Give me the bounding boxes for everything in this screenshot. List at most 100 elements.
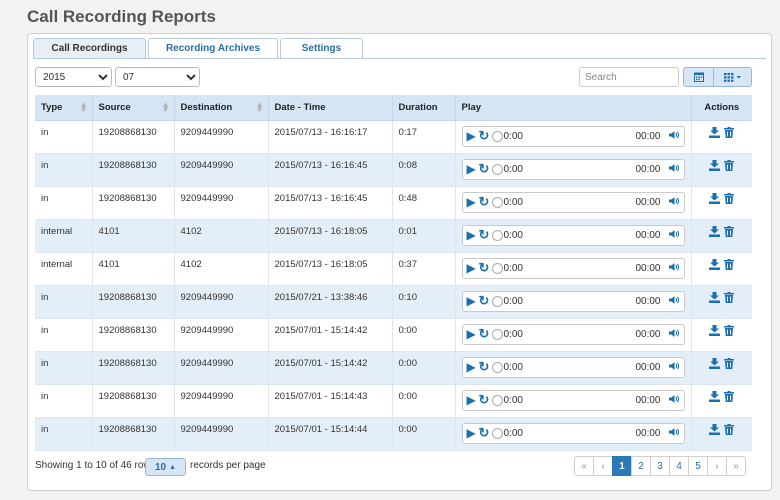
play-icon[interactable]: ▶ — [466, 393, 476, 407]
total-time: 00:00 — [635, 361, 661, 373]
replay-icon[interactable]: ↻ — [478, 425, 490, 440]
play-icon[interactable]: ▶ — [466, 261, 476, 275]
page-button[interactable]: 5 — [688, 456, 708, 476]
seek-slider[interactable] — [491, 163, 503, 175]
column-header-play: Play — [455, 95, 692, 121]
current-time: 0:00 — [503, 130, 523, 142]
trash-icon[interactable] — [724, 159, 735, 174]
volume-icon[interactable] — [668, 393, 680, 407]
cell-duration: 0:10 — [392, 285, 456, 319]
trash-icon[interactable] — [724, 357, 735, 372]
tab-call-recordings[interactable]: Call Recordings — [33, 38, 146, 58]
column-header-destination[interactable]: Destination ▲ ▼ — [174, 95, 269, 121]
seek-slider[interactable] — [491, 262, 503, 274]
trash-icon[interactable] — [724, 423, 735, 438]
replay-icon[interactable]: ↻ — [478, 326, 490, 341]
replay-icon[interactable]: ↻ — [478, 260, 490, 275]
replay-icon[interactable]: ↻ — [478, 194, 490, 209]
cell-play: ▶ ↻ 0:00 00:00 — [455, 351, 692, 385]
column-header-source[interactable]: Source ▲ ▼ — [92, 95, 175, 121]
cell-destination: 4102 — [174, 219, 269, 253]
trash-icon[interactable] — [724, 225, 735, 240]
download-icon[interactable] — [709, 324, 721, 339]
play-icon[interactable]: ▶ — [466, 162, 476, 176]
search-input[interactable] — [579, 67, 679, 87]
column-toggle-button[interactable] — [713, 67, 752, 87]
page-nav-button[interactable]: » — [726, 456, 746, 476]
calendar-view-button[interactable] — [683, 67, 714, 87]
per-page-button[interactable]: 10 ▲ — [145, 458, 186, 476]
year-select[interactable]: 2015 — [35, 67, 112, 87]
column-header-duration[interactable]: Duration — [392, 95, 456, 121]
trash-icon[interactable] — [724, 291, 735, 306]
tab-settings[interactable]: Settings — [280, 38, 363, 58]
page-nav-button[interactable]: « — [574, 456, 594, 476]
month-select[interactable]: 07 — [115, 67, 200, 87]
table-body: in 19208868130 9209449990 2015/07/13 - 16:1… — [35, 120, 752, 451]
volume-icon[interactable] — [668, 228, 680, 242]
cell-type: in — [35, 120, 93, 154]
table-row: in 19208868130 9209449990 2015/07/01 - 15:1… — [35, 351, 752, 385]
volume-icon[interactable] — [668, 360, 680, 374]
replay-icon[interactable]: ↻ — [478, 227, 490, 242]
download-icon[interactable] — [709, 192, 721, 207]
trash-icon[interactable] — [724, 324, 735, 339]
per-page-value: 10 — [154, 461, 167, 473]
seek-slider[interactable] — [491, 196, 503, 208]
replay-icon[interactable]: ↻ — [478, 161, 490, 176]
play-icon[interactable]: ▶ — [466, 426, 476, 440]
download-icon[interactable] — [709, 225, 721, 240]
download-icon[interactable] — [709, 423, 721, 438]
page-nav-button[interactable]: › — [707, 456, 727, 476]
table-row: in 19208868130 9209449990 2015/07/01 - 15:1… — [35, 417, 752, 451]
cell-datetime: 2015/07/13 - 16:18:05 — [268, 252, 393, 286]
replay-icon[interactable]: ↻ — [478, 293, 490, 308]
seek-slider[interactable] — [491, 328, 503, 340]
play-icon[interactable]: ▶ — [466, 129, 476, 143]
table-row: in 19208868130 9209449990 2015/07/01 - 15:1… — [35, 384, 752, 418]
download-icon[interactable] — [709, 159, 721, 174]
seek-slider[interactable] — [491, 295, 503, 307]
volume-icon[interactable] — [668, 129, 680, 143]
volume-icon[interactable] — [668, 294, 680, 308]
seek-slider[interactable] — [491, 130, 503, 142]
seek-slider[interactable] — [491, 229, 503, 241]
play-icon[interactable]: ▶ — [466, 360, 476, 374]
download-icon[interactable] — [709, 126, 721, 141]
total-time: 00:00 — [635, 427, 661, 439]
volume-icon[interactable] — [668, 195, 680, 209]
seek-slider[interactable] — [491, 361, 503, 373]
download-icon[interactable] — [709, 390, 721, 405]
audio-player: ▶ ↻ 0:00 00:00 — [461, 191, 685, 213]
page-button[interactable]: 3 — [650, 456, 670, 476]
column-header-type[interactable]: Type ▲ ▼ — [35, 95, 93, 121]
download-icon[interactable] — [709, 291, 721, 306]
play-icon[interactable]: ▶ — [466, 195, 476, 209]
volume-icon[interactable] — [668, 261, 680, 275]
trash-icon[interactable] — [724, 126, 735, 141]
volume-icon[interactable] — [668, 162, 680, 176]
download-icon[interactable] — [709, 357, 721, 372]
page-button[interactable]: 2 — [631, 456, 651, 476]
cell-actions — [691, 318, 752, 352]
seek-slider[interactable] — [491, 394, 503, 406]
play-icon[interactable]: ▶ — [466, 327, 476, 341]
volume-icon[interactable] — [668, 327, 680, 341]
replay-icon[interactable]: ↻ — [478, 128, 490, 143]
column-header-datetime[interactable]: Date - Time — [268, 95, 393, 121]
volume-icon[interactable] — [668, 426, 680, 440]
play-icon[interactable]: ▶ — [466, 228, 476, 242]
play-icon[interactable]: ▶ — [466, 294, 476, 308]
cell-source: 19208868130 — [92, 351, 175, 385]
page-nav-button[interactable]: ‹ — [593, 456, 613, 476]
seek-slider[interactable] — [491, 427, 503, 439]
trash-icon[interactable] — [724, 390, 735, 405]
tab-recording-archives[interactable]: Recording Archives — [148, 38, 278, 58]
replay-icon[interactable]: ↻ — [478, 392, 490, 407]
page-button[interactable]: 1 — [612, 456, 632, 476]
page-button[interactable]: 4 — [669, 456, 689, 476]
trash-icon[interactable] — [724, 192, 735, 207]
replay-icon[interactable]: ↻ — [478, 359, 490, 374]
download-icon[interactable] — [709, 258, 721, 273]
trash-icon[interactable] — [724, 258, 735, 273]
